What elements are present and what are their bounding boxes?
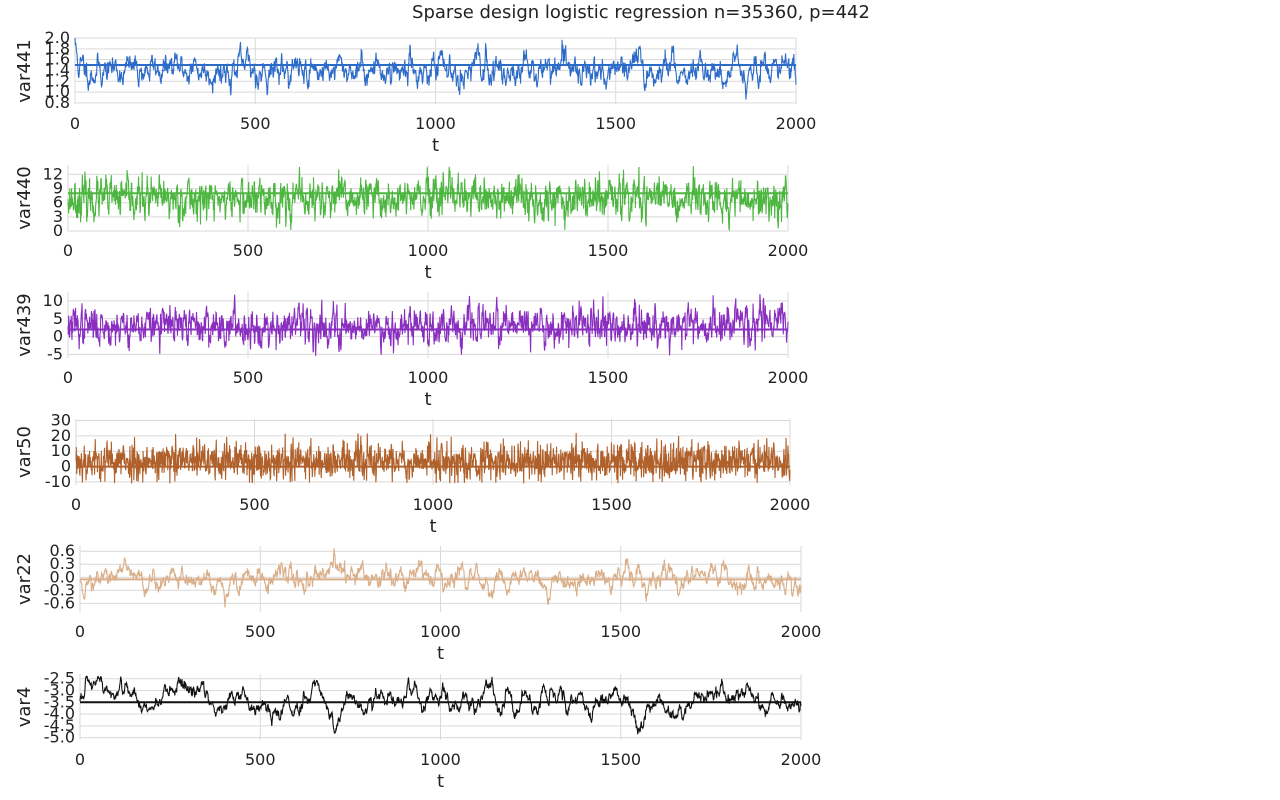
x-tick-label: 500 — [233, 368, 264, 387]
y-tick-label: 6 — [53, 193, 63, 212]
y-tick-label: 5 — [53, 309, 63, 328]
y-tick-label: -4.5 — [44, 716, 75, 735]
x-tick-label: 1500 — [595, 114, 636, 133]
x-axis-label: t — [424, 389, 431, 410]
x-tick-label: 500 — [245, 622, 276, 641]
y-tick-label: 1.0 — [45, 82, 70, 101]
x-axis-label: t — [437, 771, 444, 792]
trace-line-var439 — [67, 294, 789, 356]
y-tick-label: 0.8 — [45, 93, 70, 112]
y-tick-label: 10 — [51, 441, 71, 460]
x-tick-label: 2000 — [768, 241, 809, 260]
gridlines — [79, 546, 802, 612]
x-tick-label: 1000 — [408, 241, 449, 260]
x-tick-label: 2000 — [768, 368, 809, 387]
y-tick-label: 1.6 — [45, 50, 70, 69]
panels: 0.81.01.21.41.61.82.00 500 1000 1500 2000tva… — [14, 28, 821, 792]
x-tick-label: 2000 — [781, 750, 822, 769]
y-tick-label: 3 — [53, 207, 63, 226]
x-tick-label: 1000 — [420, 622, 461, 641]
trace-line-var50 — [75, 432, 791, 484]
x-tick-label: 0 — [75, 750, 85, 769]
x-tick-label: 1000 — [408, 368, 449, 387]
x-tick-label: 2000 — [781, 622, 822, 641]
y-tick-label: 0 — [53, 327, 63, 346]
x-tick-label: 1000 — [413, 495, 454, 514]
trace-line-var441 — [74, 37, 797, 100]
y-tick-label: 9 — [53, 179, 63, 198]
trace-line-var440 — [67, 166, 789, 232]
x-tick-label: 1500 — [588, 241, 629, 260]
y-tick-label: 10 — [43, 291, 63, 310]
y-tick-label: 0.6 — [50, 541, 75, 560]
y-tick-label: 0 — [61, 457, 71, 476]
y-tick-label: 1.2 — [45, 71, 70, 90]
x-tick-label: 1500 — [600, 622, 641, 641]
x-tick-label: 1500 — [588, 368, 629, 387]
x-tick-label: 500 — [245, 750, 276, 769]
y-tick-label: -4.0 — [44, 704, 75, 723]
y-axis-label: var4 — [14, 687, 35, 728]
y-axis-label: var22 — [14, 553, 35, 605]
figure-title: Sparse design logistic regression n=3536… — [412, 2, 870, 23]
y-tick-label: -3.5 — [44, 692, 75, 711]
y-tick-label: -3.0 — [44, 681, 75, 700]
y-tick-label: -5.0 — [44, 728, 75, 747]
y-tick-label: 1.4 — [45, 60, 70, 79]
y-tick-label: -10 — [45, 472, 71, 491]
y-axis-label: var50 — [14, 426, 35, 478]
x-tick-label: 500 — [240, 114, 271, 133]
y-tick-label: 0 — [53, 221, 63, 240]
y-tick-label: -0.3 — [44, 580, 75, 599]
y-tick-label: 30 — [51, 411, 71, 430]
trace-line-var4 — [79, 675, 802, 735]
y-tick-label: 1.8 — [45, 39, 70, 58]
y-tick-label: 0.3 — [50, 554, 75, 573]
x-axis-label: t — [429, 516, 436, 537]
gridlines — [79, 674, 802, 740]
y-axis-label: var439 — [14, 293, 35, 356]
x-tick-label: 0 — [70, 114, 80, 133]
y-tick-label: 2.0 — [45, 28, 70, 47]
x-tick-label: 2000 — [776, 114, 817, 133]
x-tick-label: 1000 — [415, 114, 456, 133]
x-tick-label: 1500 — [591, 495, 632, 514]
x-tick-label: 1000 — [420, 750, 461, 769]
x-tick-label: 1500 — [600, 750, 641, 769]
x-tick-label: 2000 — [770, 495, 811, 514]
x-tick-label: 500 — [239, 495, 270, 514]
panel-var4: -5.0-4.5-4.0-3.5-3.0-2.5 0 500 1000 1500 2000… — [14, 669, 821, 792]
x-tick-label: 0 — [75, 622, 85, 641]
y-tick-label: -0.6 — [44, 593, 75, 612]
y-axis-label: var440 — [14, 166, 35, 229]
x-axis-label: t — [432, 135, 439, 156]
y-tick-label: -5 — [47, 344, 63, 363]
y-axis-label: var441 — [14, 39, 35, 102]
panel-var441: 0.81.01.21.41.61.82.0 0 500 1000 1500 2000 t va… — [14, 28, 816, 156]
y-tick-label: 0.0 — [50, 567, 75, 586]
x-tick-label: 0 — [63, 241, 73, 260]
x-axis-label: t — [437, 643, 444, 664]
x-tick-label: 500 — [233, 241, 264, 260]
x-tick-label: 0 — [71, 495, 81, 514]
x-tick-label: 0 — [63, 368, 73, 387]
y-tick-label: 20 — [51, 426, 71, 445]
trace-line-var22 — [79, 548, 802, 608]
y-tick-label: -2.5 — [44, 669, 75, 688]
panel-var22: -0.6-0.30.00.30.6 0 500 1000 1500 2000 t var22 — [14, 541, 821, 664]
y-tick-label: 12 — [43, 164, 63, 183]
x-axis-label: t — [424, 262, 431, 283]
